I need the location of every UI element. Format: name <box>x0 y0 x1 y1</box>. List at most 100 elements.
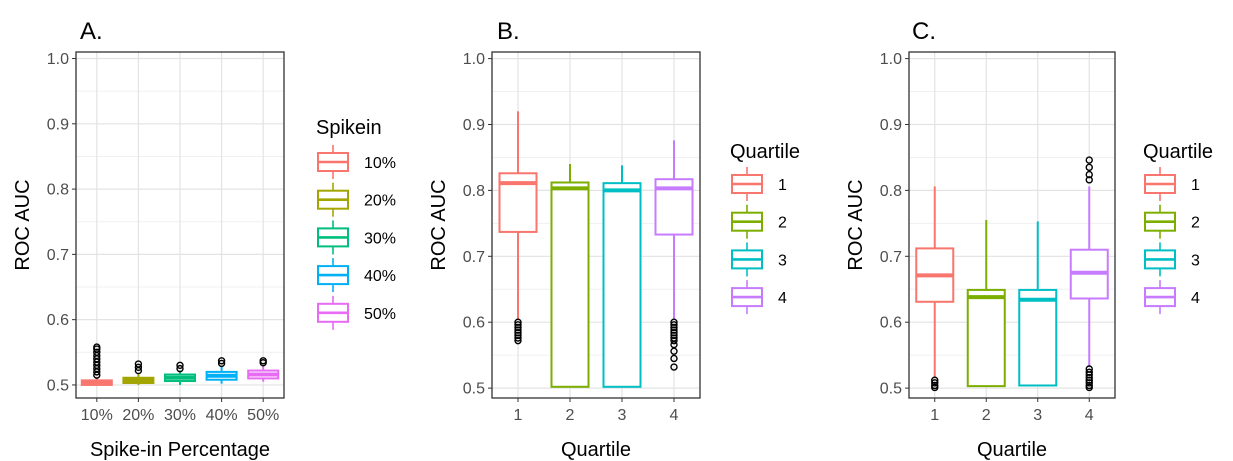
box-3 <box>602 165 642 388</box>
box-20% <box>122 360 155 385</box>
legend-key <box>317 182 349 217</box>
legend-title: Quartile <box>1143 141 1213 163</box>
legend-label: 3 <box>1191 252 1200 269</box>
box-4 <box>1069 156 1109 392</box>
legend-label: 1 <box>778 177 787 194</box>
legend: Quartile 1 2 3 4 <box>1143 141 1213 315</box>
legend-key <box>317 220 349 255</box>
outlier-point <box>514 318 522 326</box>
panel-2: B. 0.5 0.6 0.7 0.8 0.9 1.0 1 2 3 4 Quartile ROC AUC Q… <box>428 18 800 461</box>
x-tick-label: 3 <box>1033 407 1042 424</box>
legend-label: 3 <box>778 252 787 269</box>
legend: Quartile 1 2 3 4 <box>730 141 800 315</box>
legend-label: 2 <box>1191 215 1200 232</box>
panel-1: A.0.50.60.70.80.91.010% 20% 30% 40% 50%Spike… <box>12 18 396 461</box>
panel-3: C. 0.5 0.6 0.7 0.8 0.9 1.0 1 2 3 4 Quartile ROC AUC Q… <box>845 18 1213 461</box>
x-tick-label: 4 <box>1085 407 1094 424</box>
y-tick-label: 0.7 <box>463 249 485 266</box>
y-tick-label: 0.6 <box>463 315 485 332</box>
y-tick-label: 0.6 <box>47 312 69 329</box>
legend-label: 10% <box>364 155 396 172</box>
legend-key <box>317 145 349 179</box>
legend-key <box>1144 204 1176 239</box>
legend-label: 30% <box>364 230 396 247</box>
outlier-point <box>514 331 522 340</box>
outlier-point <box>1085 373 1093 382</box>
legend-key <box>731 280 763 315</box>
box-10% <box>80 343 113 386</box>
panel-border <box>491 51 701 399</box>
box-body <box>966 288 1006 388</box>
box-30% <box>164 361 196 385</box>
box-body <box>1018 288 1058 387</box>
y-tick-label: 0.7 <box>880 249 902 266</box>
legend-title: Spikein <box>316 117 382 139</box>
x-tick-label: 30% <box>164 407 196 424</box>
x-tick-label: 1 <box>930 407 939 424</box>
outlier-point <box>514 321 522 329</box>
legend-label: 4 <box>1191 290 1200 307</box>
y-tick-label: 0.6 <box>880 315 902 332</box>
x-axis-title: Spike-in Percentage <box>90 439 270 461</box>
legend-key <box>317 295 349 330</box>
x-tick-label: 1 <box>514 407 523 424</box>
y-tick-label: 0.8 <box>463 183 485 200</box>
panel-label: C. <box>912 18 936 45</box>
legend: Spikein 10% 20% 30% 40% 50% <box>316 117 396 330</box>
outlier-point <box>1085 368 1093 376</box>
outlier-point <box>931 383 939 392</box>
outlier-point <box>670 323 678 332</box>
outlier-point <box>670 318 678 326</box>
box-body <box>602 182 642 388</box>
x-tick-label: 20% <box>122 407 154 424</box>
y-tick-label: 0.8 <box>47 182 69 199</box>
box-3 <box>1018 221 1058 387</box>
box-2 <box>550 164 590 388</box>
outlier-point <box>670 321 678 329</box>
legend-key <box>1144 280 1176 315</box>
legend-key <box>1144 242 1176 277</box>
y-axis-title: ROC AUC <box>12 179 34 270</box>
outlier-point <box>670 326 678 334</box>
outlier-point <box>259 357 267 365</box>
x-tick-label: 2 <box>566 407 575 424</box>
outlier-point <box>514 326 522 334</box>
outlier-point <box>176 364 184 373</box>
y-tick-label: 1.0 <box>47 51 69 68</box>
box-1 <box>915 186 955 392</box>
outlier-point <box>670 363 678 371</box>
legend-key <box>731 167 763 201</box>
outlier-point <box>1085 176 1093 184</box>
y-tick-label: 0.9 <box>47 116 69 133</box>
panel-border <box>908 51 1116 399</box>
y-tick-label: 0.8 <box>880 183 902 200</box>
y-tick-label: 0.7 <box>47 247 69 264</box>
outlier-point <box>217 359 226 368</box>
legend-key <box>317 258 349 293</box>
outlier-point <box>670 347 678 355</box>
legend-label: 20% <box>364 193 396 210</box>
outlier-point <box>1085 170 1093 179</box>
outlier-point <box>670 329 678 337</box>
outlier-point <box>1085 379 1093 387</box>
outlier-point <box>1085 376 1093 384</box>
y-tick-label: 1.0 <box>463 51 485 68</box>
x-tick-label: 10% <box>81 407 113 424</box>
box-50% <box>247 357 280 382</box>
legend-label: 2 <box>778 215 787 232</box>
outlier-point <box>1085 156 1093 164</box>
y-tick-label: 0.5 <box>463 381 485 398</box>
outlier-point <box>514 323 522 332</box>
outlier-point <box>1085 383 1093 392</box>
outlier-point <box>514 336 522 345</box>
x-tick-label: 2 <box>982 407 991 424</box>
outlier-point <box>93 343 101 351</box>
legend-title: Quartile <box>730 141 800 163</box>
box-1 <box>498 111 538 345</box>
x-tick-label: 50% <box>247 407 279 424</box>
legend-label: 50% <box>364 306 396 323</box>
legend-key <box>731 242 763 277</box>
panel-label: A. <box>80 18 103 45</box>
y-axis-title: ROC AUC <box>428 179 450 270</box>
